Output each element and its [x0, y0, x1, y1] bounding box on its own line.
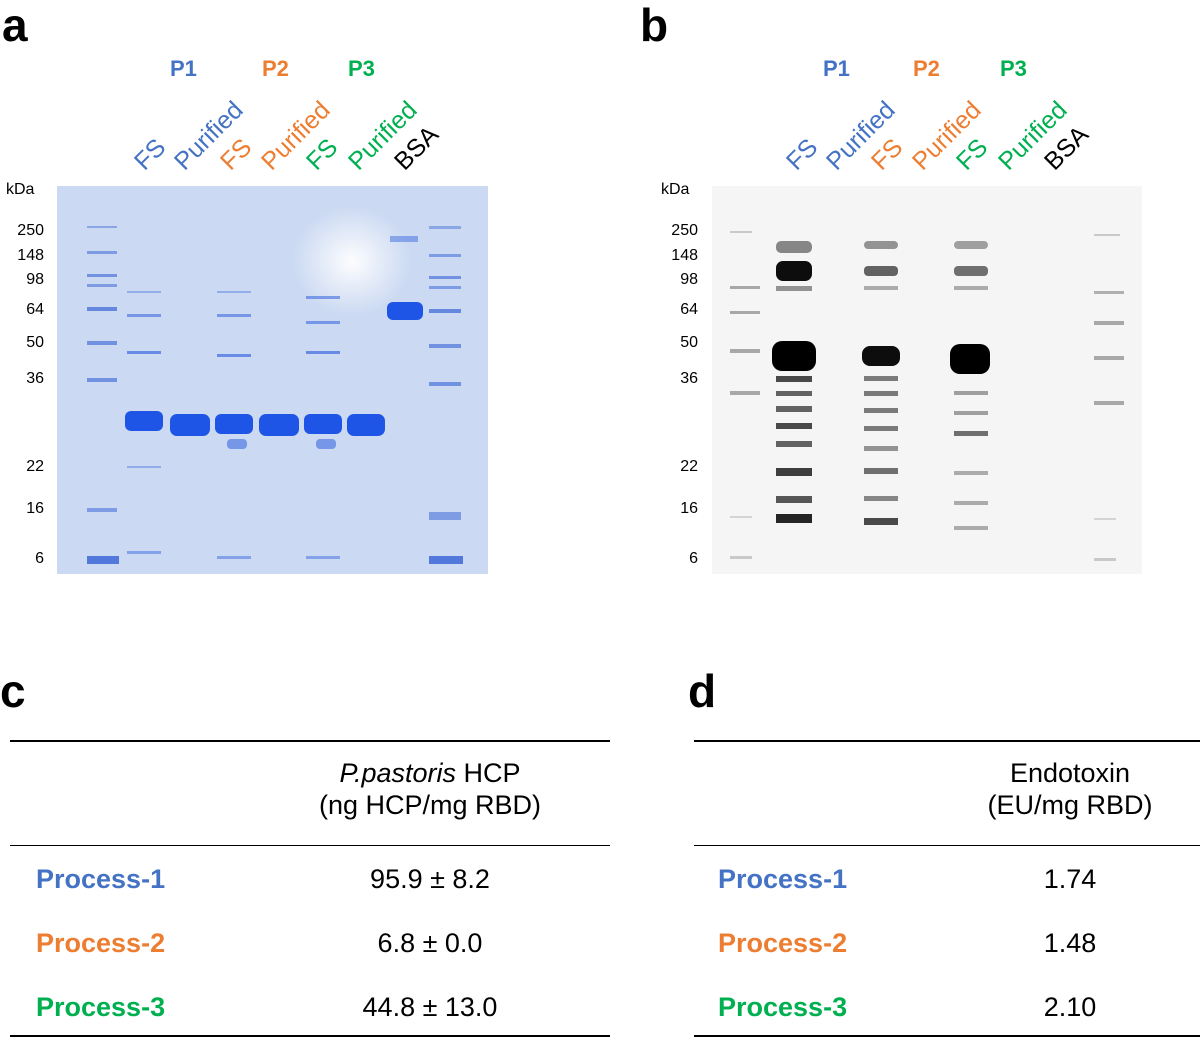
- panel-a-marker-6: 6: [35, 550, 44, 567]
- table-d-row-3-value: 2.10: [1043, 992, 1097, 1022]
- panel-b-lane-p1-fs: FS: [780, 133, 824, 176]
- panel-b-kda-unit: kDa: [661, 181, 690, 198]
- panel-a-kda-unit: kDa: [6, 181, 35, 198]
- table-c-row-1-label: Process-1: [36, 864, 166, 894]
- panel-b-p2-label: P2: [913, 56, 940, 81]
- panel-a-marker-148: 148: [17, 247, 44, 264]
- table-d-row-2-value: 1.48: [1043, 928, 1097, 958]
- panel-b-marker-22: 22: [680, 458, 698, 475]
- panel-c-letter: c: [0, 665, 26, 717]
- table-d-row-1-value: 1.74: [1043, 864, 1097, 894]
- panel-a-marker-36: 36: [26, 370, 44, 387]
- panel-a-p2-label: P2: [262, 56, 289, 81]
- table-c-header-rule: [10, 845, 610, 846]
- panel-a-lane-p1-fs: FS: [128, 133, 172, 176]
- panel-a-p1-label: P1: [170, 56, 197, 81]
- panel-d-letter: d: [688, 665, 717, 717]
- panel-b-marker-98: 98: [680, 271, 698, 288]
- panel-a-marker-16: 16: [26, 500, 44, 517]
- table-c-header-unit: (ng HCP/mg RBD): [318, 789, 542, 820]
- table-c-header: P.pastoris HCP (ng HCP/mg RBD): [250, 758, 610, 822]
- panel-a-marker-250: 250: [17, 222, 44, 239]
- panel-b-marker-64: 64: [680, 301, 698, 318]
- table-c-row-2-value: 6.8 ± 0.0: [377, 928, 483, 958]
- table-d-header: Endotoxin (EU/mg RBD): [940, 758, 1200, 822]
- table-c-row-1-value: 95.9 ± 8.2: [370, 864, 490, 894]
- western-blot-image: [712, 186, 1142, 574]
- panel-b-p3-label: P3: [1000, 56, 1027, 81]
- panel-b-marker-50: 50: [680, 334, 698, 351]
- table-d-bottom-rule: [694, 1035, 1200, 1037]
- table-c-row-2-label: Process-2: [36, 928, 166, 958]
- table-c-top-rule: [10, 740, 610, 742]
- panel-a-marker-64: 64: [26, 301, 44, 318]
- panel-b-p1-label: P1: [823, 56, 850, 81]
- panel-a-marker-22: 22: [26, 458, 44, 475]
- table-d-row-3-label: Process-3: [718, 992, 848, 1022]
- panel-b-marker-6: 6: [689, 550, 698, 567]
- panel-a-marker-98: 98: [26, 271, 44, 288]
- panel-a-p3-label: P3: [348, 56, 375, 81]
- panel-b-marker-148: 148: [671, 247, 698, 264]
- table-c-header-hcp: HCP: [456, 758, 521, 788]
- table-c-header-species: P.pastoris: [339, 758, 457, 788]
- panel-b-marker-250: 250: [671, 222, 698, 239]
- table-c-bottom-rule: [10, 1035, 610, 1037]
- panel-b-letter: b: [640, 0, 669, 51]
- table-d-header-title: Endotoxin: [1009, 758, 1131, 788]
- panel-b-marker-36: 36: [680, 370, 698, 387]
- table-c-row-3-value: 44.8 ± 13.0: [362, 992, 498, 1022]
- coomassie-gel-image: [57, 186, 488, 574]
- table-d-top-rule: [694, 740, 1200, 742]
- panel-b-marker-16: 16: [680, 500, 698, 517]
- panel-a-letter: a: [2, 0, 28, 51]
- table-d-row-1-label: Process-1: [718, 864, 848, 894]
- panel-a-marker-50: 50: [26, 334, 44, 351]
- table-c-row-3-label: Process-3: [36, 992, 166, 1022]
- table-d-row-2-label: Process-2: [718, 928, 848, 958]
- table-d-header-unit: (EU/mg RBD): [987, 789, 1153, 820]
- table-d-header-rule: [694, 845, 1200, 846]
